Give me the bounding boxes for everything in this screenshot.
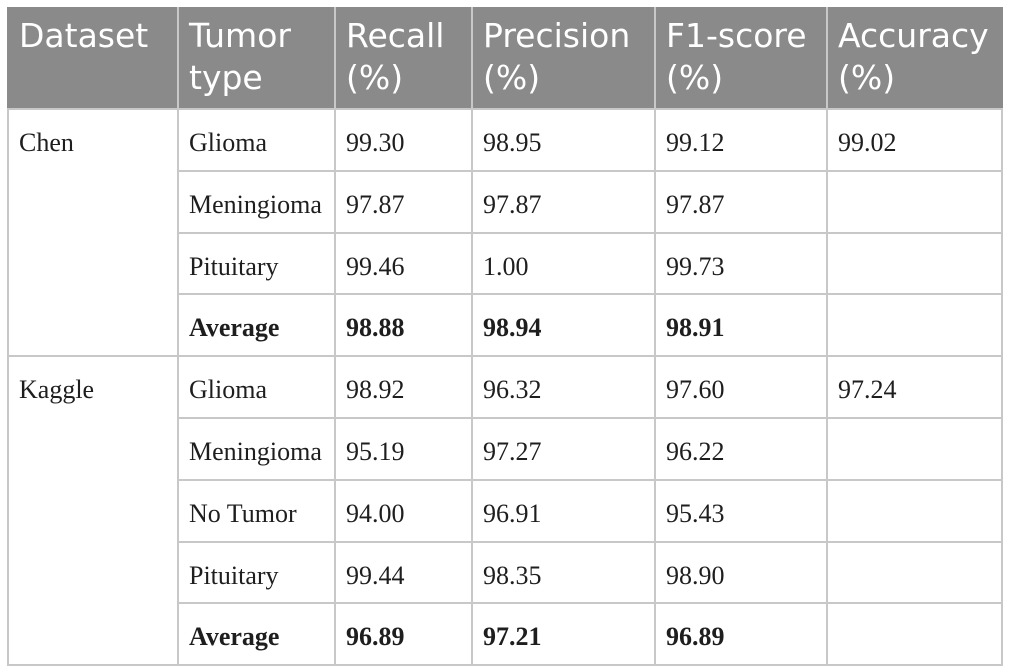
precision-cell: 96.91	[471, 478, 656, 543]
tumor-type-cell: Meningioma	[177, 416, 336, 481]
accuracy-cell-empty	[826, 231, 1003, 296]
accuracy-cell-empty	[826, 478, 1003, 543]
header-accuracy: Accuracy (%)	[826, 7, 1003, 110]
f1-cell: 95.43	[654, 478, 828, 543]
accuracy-cell-empty	[826, 169, 1003, 234]
table-row: Chen Glioma 99.30 98.95 99.12 99.02	[7, 107, 1003, 358]
accuracy-cell: 97.24	[826, 355, 1003, 419]
f1-cell: 99.12	[654, 108, 828, 172]
recall-cell: 98.92	[334, 355, 473, 419]
header-tumor-type: Tumor type	[177, 7, 336, 110]
header-f1-score: F1-score (%)	[654, 7, 828, 110]
header-recall: Recall (%)	[334, 7, 473, 110]
average-row: Average 98.88 98.94 98.91	[8, 293, 1003, 358]
table-row: No Tumor 94.00 96.91 95.43	[8, 478, 1003, 543]
recall-cell: 99.30	[334, 108, 473, 172]
f1-cell-average: 96.89	[654, 602, 828, 667]
f1-cell: 98.90	[654, 540, 828, 605]
recall-cell: 99.44	[334, 540, 473, 605]
precision-cell: 1.00	[471, 231, 656, 296]
dataset-cell-chen: Chen	[7, 107, 179, 358]
table-row: Pituitary 99.44 98.35 98.90	[8, 540, 1003, 605]
header-dataset: Dataset	[7, 7, 179, 110]
tumor-type-cell-average: Average	[177, 602, 336, 667]
tumor-type-cell: Pituitary	[177, 540, 336, 605]
recall-cell: 97.87	[334, 169, 473, 234]
tumor-type-cell: No Tumor	[177, 478, 336, 543]
precision-cell: 97.27	[471, 416, 656, 481]
precision-cell: 98.35	[471, 540, 656, 605]
table-row: Kaggle Glioma 98.92 96.32 97.60 97.24	[7, 355, 1003, 667]
recall-cell-average: 98.88	[334, 293, 473, 358]
average-row: Average 96.89 97.21 96.89	[8, 602, 1003, 667]
accuracy-cell-empty	[826, 293, 1003, 358]
recall-cell: 99.46	[334, 231, 473, 296]
tumor-type-cell: Glioma	[177, 108, 336, 172]
tumor-type-cell: Glioma	[177, 355, 336, 419]
tumor-type-cell-average: Average	[177, 293, 336, 358]
precision-cell: 96.32	[471, 355, 656, 419]
table-row: Pituitary 99.46 1.00 99.73	[8, 231, 1003, 296]
accuracy-cell-empty	[826, 602, 1003, 667]
tumor-type-cell: Meningioma	[177, 169, 336, 234]
f1-cell: 97.60	[654, 355, 828, 419]
results-table: Dataset Tumor type Recall (%) Precision …	[7, 7, 1003, 667]
table-row: Meningioma 97.87 97.87 97.87	[8, 169, 1003, 234]
precision-cell: 98.95	[471, 108, 656, 172]
header-row: Dataset Tumor type Recall (%) Precision …	[7, 7, 1003, 110]
header-precision: Precision (%)	[471, 7, 656, 110]
f1-cell: 97.87	[654, 169, 828, 234]
precision-cell-average: 97.21	[471, 602, 656, 667]
tumor-type-cell: Pituitary	[177, 231, 336, 296]
recall-cell: 94.00	[334, 478, 473, 543]
f1-cell-average: 98.91	[654, 293, 828, 358]
precision-cell-average: 98.94	[471, 293, 656, 358]
f1-cell: 99.73	[654, 231, 828, 296]
recall-cell-average: 96.89	[334, 602, 473, 667]
accuracy-cell-empty	[826, 540, 1003, 605]
dataset-cell-kaggle: Kaggle	[7, 355, 179, 667]
accuracy-cell-empty	[826, 416, 1003, 481]
precision-cell: 97.87	[471, 169, 656, 234]
f1-cell: 96.22	[654, 416, 828, 481]
table-row: Meningioma 95.19 97.27 96.22	[8, 416, 1003, 481]
accuracy-cell: 99.02	[826, 108, 1003, 172]
recall-cell: 95.19	[334, 416, 473, 481]
